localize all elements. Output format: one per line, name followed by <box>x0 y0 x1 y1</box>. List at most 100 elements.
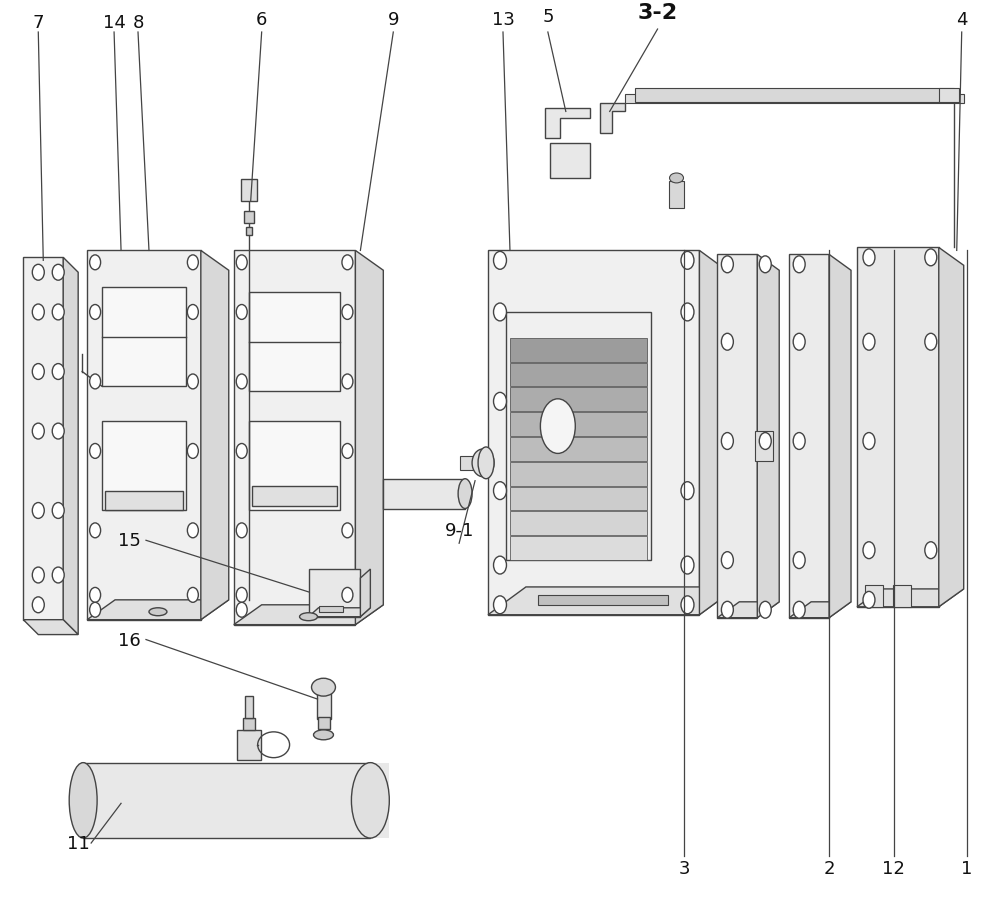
Ellipse shape <box>472 449 494 477</box>
Bar <box>460 456 485 470</box>
Ellipse shape <box>721 256 733 273</box>
Ellipse shape <box>759 602 771 619</box>
Ellipse shape <box>351 763 389 838</box>
Ellipse shape <box>494 393 506 410</box>
Bar <box>309 569 360 617</box>
Ellipse shape <box>236 255 247 271</box>
Text: 9-1: 9-1 <box>444 521 474 539</box>
Bar <box>245 696 253 718</box>
Text: 8: 8 <box>132 14 144 32</box>
Ellipse shape <box>187 588 198 603</box>
Bar <box>510 413 647 437</box>
Bar <box>510 537 647 560</box>
Text: 11: 11 <box>67 834 90 852</box>
Ellipse shape <box>32 364 44 380</box>
Ellipse shape <box>314 730 333 740</box>
Ellipse shape <box>187 305 198 320</box>
Polygon shape <box>360 569 370 617</box>
Bar <box>717 255 757 618</box>
Text: 13: 13 <box>492 11 514 29</box>
Bar <box>488 251 699 615</box>
Bar <box>510 487 647 511</box>
Bar <box>550 144 590 179</box>
Ellipse shape <box>863 592 875 609</box>
Ellipse shape <box>863 542 875 559</box>
Bar <box>241 179 257 201</box>
Ellipse shape <box>793 552 805 569</box>
Ellipse shape <box>90 444 101 459</box>
Polygon shape <box>757 255 779 618</box>
Ellipse shape <box>863 433 875 450</box>
Polygon shape <box>488 587 737 615</box>
Ellipse shape <box>681 304 694 321</box>
Ellipse shape <box>236 588 247 603</box>
Ellipse shape <box>236 603 247 618</box>
Ellipse shape <box>236 444 247 459</box>
Ellipse shape <box>236 523 247 538</box>
Polygon shape <box>829 255 851 618</box>
Text: 14: 14 <box>103 14 126 32</box>
Ellipse shape <box>32 305 44 320</box>
Ellipse shape <box>52 567 64 584</box>
Ellipse shape <box>90 374 101 390</box>
Ellipse shape <box>759 433 771 450</box>
Polygon shape <box>699 251 737 615</box>
Bar <box>669 181 684 208</box>
Ellipse shape <box>342 444 353 459</box>
Polygon shape <box>63 258 78 635</box>
Polygon shape <box>789 603 851 618</box>
Ellipse shape <box>793 602 805 619</box>
Text: 6: 6 <box>256 11 267 29</box>
Ellipse shape <box>681 596 694 614</box>
Bar <box>234 251 355 625</box>
Ellipse shape <box>670 174 683 184</box>
Bar <box>789 255 829 618</box>
Text: 1: 1 <box>961 859 972 877</box>
Bar <box>83 763 370 838</box>
Ellipse shape <box>300 613 318 621</box>
Text: 15: 15 <box>118 531 140 549</box>
Bar <box>893 585 911 607</box>
Bar <box>102 288 186 387</box>
Bar <box>506 313 651 560</box>
Ellipse shape <box>236 374 247 390</box>
Bar <box>635 88 954 103</box>
Ellipse shape <box>494 483 506 500</box>
Bar <box>87 251 201 620</box>
Bar <box>510 463 647 486</box>
Bar <box>510 338 647 363</box>
Polygon shape <box>939 248 964 607</box>
Polygon shape <box>309 608 370 617</box>
Ellipse shape <box>494 304 506 321</box>
Bar <box>510 437 647 461</box>
Ellipse shape <box>793 256 805 273</box>
Ellipse shape <box>149 608 167 616</box>
Bar <box>939 88 959 103</box>
Text: 16: 16 <box>118 630 140 649</box>
Bar <box>319 606 343 612</box>
Text: 9: 9 <box>388 11 399 29</box>
Ellipse shape <box>187 255 198 271</box>
Bar <box>249 293 340 392</box>
Text: 7: 7 <box>33 14 44 32</box>
Ellipse shape <box>187 523 198 538</box>
Polygon shape <box>717 603 779 618</box>
Ellipse shape <box>681 483 694 500</box>
Ellipse shape <box>478 447 494 479</box>
Ellipse shape <box>721 552 733 569</box>
Ellipse shape <box>342 588 353 603</box>
Bar <box>755 431 773 461</box>
Polygon shape <box>355 251 383 625</box>
Ellipse shape <box>32 503 44 519</box>
Text: 5: 5 <box>542 8 554 26</box>
Ellipse shape <box>90 255 101 271</box>
Ellipse shape <box>187 374 198 390</box>
Ellipse shape <box>32 567 44 584</box>
Ellipse shape <box>32 424 44 439</box>
Bar <box>383 479 465 509</box>
Ellipse shape <box>681 253 694 270</box>
Bar <box>538 595 668 605</box>
Ellipse shape <box>90 305 101 320</box>
Text: 4: 4 <box>956 11 967 29</box>
Ellipse shape <box>90 588 101 603</box>
